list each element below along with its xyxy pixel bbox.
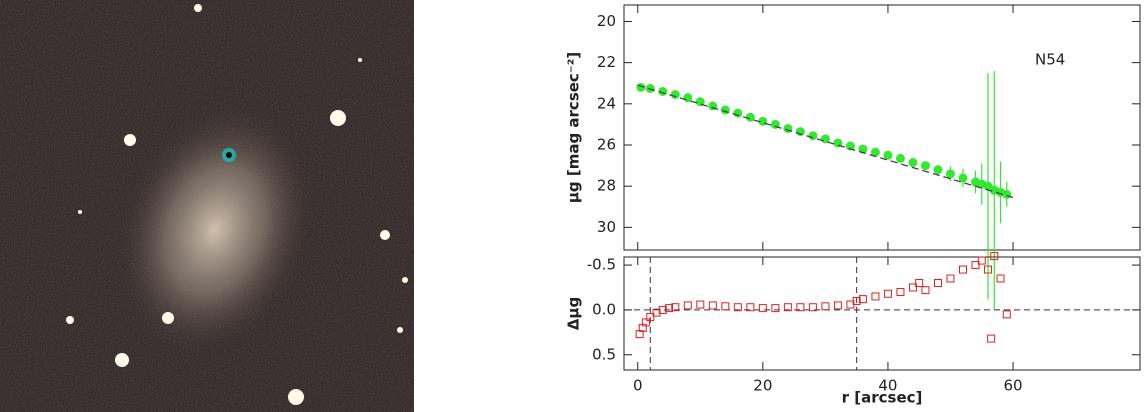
plot-frame xyxy=(623,256,1141,371)
data-point xyxy=(670,90,680,100)
data-point xyxy=(746,303,755,312)
data-point xyxy=(908,158,918,167)
data-point xyxy=(745,112,755,122)
data-point xyxy=(883,289,892,298)
data-point xyxy=(708,301,717,310)
data-point xyxy=(915,279,924,288)
data-point xyxy=(845,141,855,151)
data-point xyxy=(958,173,968,183)
data-point xyxy=(641,318,650,327)
y-axis-label: μg [mag arcsec⁻²] xyxy=(565,52,583,203)
y-tick-label: -0.5 xyxy=(587,256,616,274)
y-axis-label: Δμg xyxy=(565,297,583,330)
y-tick-label: 0.5 xyxy=(592,345,616,363)
data-point xyxy=(1002,310,1011,319)
y-tick-label: 20 xyxy=(597,12,616,30)
data-point xyxy=(652,308,661,317)
y-tick-label: 24 xyxy=(597,94,616,112)
data-point xyxy=(987,334,996,343)
y-tick-label: 22 xyxy=(597,53,616,71)
y-tick-label: 30 xyxy=(597,218,616,236)
data-point xyxy=(808,303,817,312)
data-point xyxy=(958,265,967,274)
data-point xyxy=(971,261,980,270)
data-point xyxy=(933,279,942,288)
data-point xyxy=(858,295,867,304)
x-tick-label: 0 xyxy=(633,377,643,395)
data-point xyxy=(1002,189,1012,199)
galaxy-image xyxy=(0,0,414,412)
data-point xyxy=(920,161,930,171)
annotation: N54 xyxy=(1035,51,1065,69)
data-point xyxy=(796,303,805,312)
data-point xyxy=(933,165,943,175)
data-point xyxy=(758,304,767,313)
data-point xyxy=(696,300,705,309)
data-point xyxy=(646,313,655,322)
data-point xyxy=(996,274,1005,283)
data-point xyxy=(852,296,861,305)
data-point xyxy=(871,292,880,301)
data-point xyxy=(945,169,955,179)
data-point xyxy=(921,286,930,295)
data-point xyxy=(908,283,917,292)
data-point xyxy=(795,127,805,137)
data-point xyxy=(683,301,692,310)
data-point xyxy=(771,304,780,313)
y-tick-label: 28 xyxy=(597,177,616,195)
data-point xyxy=(821,302,830,311)
data-point xyxy=(720,105,730,115)
data-point xyxy=(833,301,842,310)
data-point xyxy=(783,303,792,312)
data-point xyxy=(721,302,730,311)
data-point xyxy=(895,153,905,163)
x-tick-label: 40 xyxy=(878,377,897,395)
data-point xyxy=(733,303,742,312)
plot-frame xyxy=(623,4,1141,251)
data-point xyxy=(671,303,680,312)
data-point xyxy=(977,256,986,265)
data-point xyxy=(946,274,955,283)
y-tick-label: 26 xyxy=(597,136,616,154)
data-point xyxy=(870,147,880,157)
data-point xyxy=(883,150,893,160)
data-point xyxy=(984,265,993,274)
data-point xyxy=(733,108,743,118)
x-axis-label: r [arcsec] xyxy=(842,389,923,407)
y-tick-label: 0.0 xyxy=(592,300,616,318)
data-point xyxy=(896,287,905,296)
x-tick-label: 60 xyxy=(1003,377,1022,395)
data-point xyxy=(658,305,667,314)
data-point xyxy=(990,252,999,261)
x-tick-label: 20 xyxy=(753,377,772,395)
data-point xyxy=(665,304,674,313)
data-point xyxy=(808,131,818,141)
